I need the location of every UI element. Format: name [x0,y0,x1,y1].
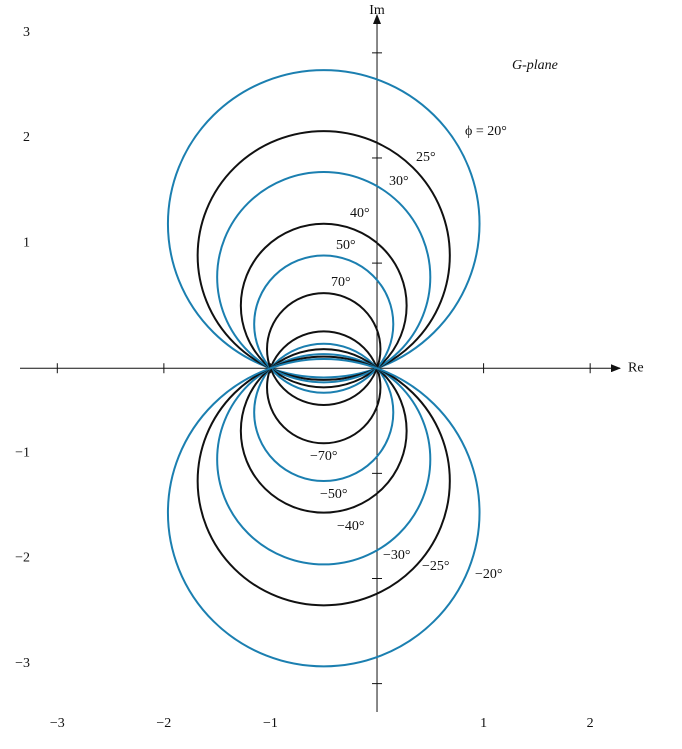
x-axis-label: Re [628,360,644,375]
phase-circle [239,348,408,514]
x-tick-label: 2 [587,716,594,731]
circle-label: 50° [336,238,356,253]
x-tick-label: −3 [50,716,65,731]
y-tick-label: −3 [15,656,30,671]
phase-circle [266,330,382,445]
y-tick-label: 2 [23,130,30,145]
x-tick-label: 1 [480,716,487,731]
y-axis-label: Im [369,3,385,18]
x-tick-label: −1 [263,716,278,731]
circle-label: −40° [337,519,365,534]
phase-circle [196,355,451,607]
phase-circle [216,171,432,384]
y-tick-label: 3 [23,25,30,40]
circle-label: −30° [383,548,411,563]
circle-label: −20° [475,567,503,582]
circle-label: −25° [422,559,450,574]
circle-label: 40° [350,206,370,221]
y-tick-label: −1 [15,446,30,461]
circle-label: 25° [416,150,436,165]
x-tick-label: −2 [156,716,171,731]
circle-label: ϕ = 20° [465,124,507,139]
phase-circle [166,69,481,379]
chart-title: G-plane [512,58,558,73]
phase-circle [239,222,408,389]
phase-circle [196,130,451,381]
phase-circle [253,254,395,394]
y-tick-label: 1 [23,235,30,250]
y-tick-label: −2 [15,551,30,566]
circle-label: 70° [331,275,351,290]
phase-circle [266,292,382,407]
circle-label: −50° [320,487,348,502]
phase-circle [216,353,432,566]
circle-label: −70° [310,449,338,464]
phase-circle [253,342,395,482]
phase-circle [166,357,481,668]
circle-label: 30° [389,174,409,189]
